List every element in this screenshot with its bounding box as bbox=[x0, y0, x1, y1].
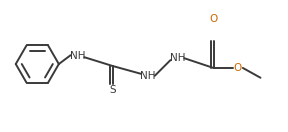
Text: O: O bbox=[234, 63, 242, 73]
Text: O: O bbox=[209, 14, 218, 24]
Text: NH: NH bbox=[170, 53, 185, 63]
Text: S: S bbox=[109, 86, 116, 95]
Text: NH: NH bbox=[140, 71, 156, 81]
Text: NH: NH bbox=[70, 51, 85, 61]
